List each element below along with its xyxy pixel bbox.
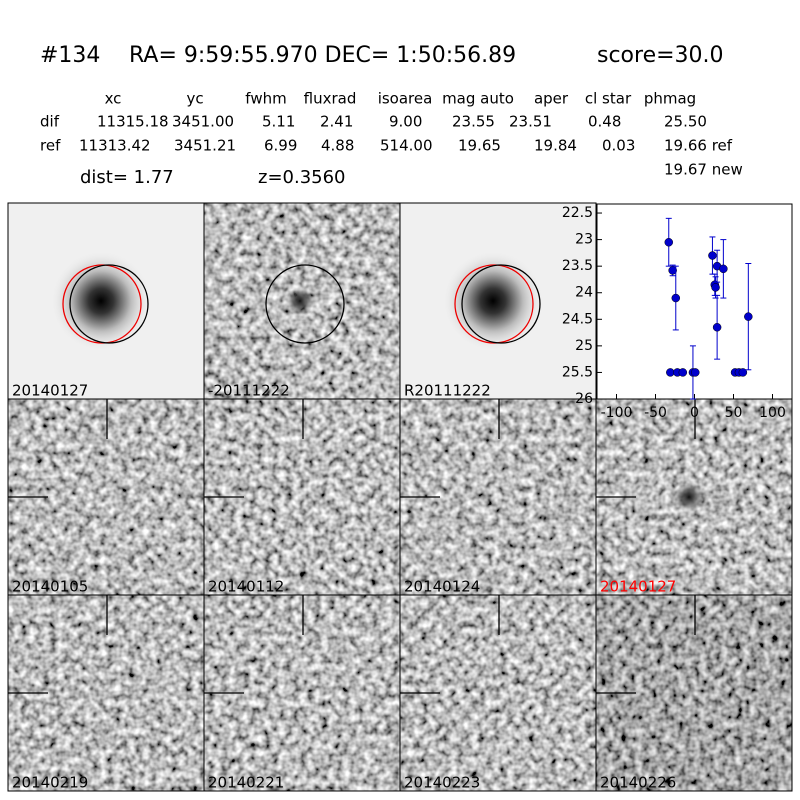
panel-label: 20140226 <box>600 774 676 792</box>
redshift: z=0.3560 <box>258 167 346 188</box>
column-header: yc <box>186 90 203 108</box>
table-cell: 9.00 <box>389 113 422 131</box>
data-point <box>711 283 720 292</box>
panel-label: R20111222 <box>404 382 491 400</box>
table-cell: 3451.00 <box>172 113 234 131</box>
aperture <box>69 264 149 344</box>
image-panel: 20140124 <box>399 398 597 596</box>
y-tick-label: 25 <box>575 338 593 354</box>
panel-label: 20140105 <box>12 578 88 596</box>
table-cell: 3451.21 <box>174 137 236 155</box>
data-point <box>738 368 748 377</box>
table-cell: 0.03 <box>602 137 635 155</box>
y-tick-label: 24.5 <box>562 311 593 327</box>
x-tick-label: 50 <box>725 405 743 421</box>
source-blob <box>674 482 704 512</box>
image-panel: 20140112 <box>203 398 401 596</box>
table-cell: 514.00 <box>380 137 433 155</box>
source-blob <box>286 287 314 315</box>
y-tick-label: 23.5 <box>562 258 593 274</box>
score: score=30.0 <box>597 43 724 68</box>
x-tick-label: 0 <box>690 405 699 421</box>
column-header: fluxrad <box>304 90 357 108</box>
image-panel: 20140223 <box>399 594 597 792</box>
table-cell: 11313.42 <box>79 137 151 155</box>
data-point <box>668 266 677 275</box>
column-header: isoarea <box>378 90 433 108</box>
aperture <box>461 264 541 344</box>
dist: dist= 1.77 <box>80 167 174 188</box>
column-header: phmag <box>644 90 696 108</box>
source-blob <box>443 251 543 351</box>
data-point <box>708 251 717 260</box>
table-cell: 4.88 <box>321 137 354 155</box>
y-tick-label: 23 <box>575 232 593 248</box>
panel-label: 20140127 <box>12 382 88 400</box>
image-panel: 20140219 <box>7 594 205 792</box>
plot-area <box>596 203 793 400</box>
table-cell: 23.55 <box>452 113 495 131</box>
table-cell: 19.65 <box>458 137 501 155</box>
column-header: aper <box>534 90 569 108</box>
panel-label: 20140127 <box>600 578 676 596</box>
data-point <box>671 293 681 303</box>
table-cell: 11315.18 <box>97 113 169 131</box>
table-cell: 19.66 ref <box>664 137 733 155</box>
data-point <box>744 312 753 321</box>
source-blob <box>51 251 151 351</box>
panel-frame <box>595 594 793 792</box>
x-tick-label: -50 <box>644 405 667 421</box>
table-cell: 6.99 <box>264 137 297 155</box>
y-tick-label: 22.5 <box>562 205 593 221</box>
x-tick-label: -100 <box>601 405 633 421</box>
x-tick-label: 100 <box>759 405 786 421</box>
table-cell: 2.41 <box>320 113 353 131</box>
table-cell: 19.84 <box>534 137 577 155</box>
data-point <box>712 323 722 332</box>
column-header: fwhm <box>245 90 286 108</box>
column-header: mag auto <box>442 90 514 108</box>
phmag-new: 19.67 new <box>664 161 743 179</box>
panel-label: 20140112 <box>208 578 284 596</box>
column-header: xc <box>105 90 122 108</box>
table-cell: 23.51 <box>509 113 552 131</box>
table-cell: 25.50 <box>664 113 707 131</box>
image-panel: 20140127 <box>7 202 205 400</box>
panel-label: 20140124 <box>404 578 480 596</box>
image-panel: 20140105 <box>7 398 205 596</box>
panel-label: 20140219 <box>12 774 88 792</box>
image-panel: 20140127 <box>595 398 793 596</box>
table-cell: 0.48 <box>588 113 621 131</box>
candidate-id: #134 <box>40 43 100 68</box>
panel-label: 20140221 <box>208 774 284 792</box>
data-point <box>719 264 728 274</box>
table-cell: 5.11 <box>262 113 295 131</box>
data-point <box>664 238 674 247</box>
y-tick-label: 24 <box>575 285 593 301</box>
panel-label: -20111222 <box>208 382 290 400</box>
aperture <box>265 264 345 344</box>
column-header: cl star <box>585 90 632 108</box>
image-panel: 20140226 <box>595 594 793 792</box>
panel-label: 20140223 <box>404 774 480 792</box>
image-panel: 20140221 <box>203 594 401 792</box>
table-cell: dif <box>40 113 60 131</box>
y-tick-label: 26 <box>575 391 593 407</box>
table-cell: ref <box>40 137 61 155</box>
data-point <box>691 368 700 377</box>
data-point <box>678 368 688 377</box>
y-tick-label: 25.5 <box>562 364 593 380</box>
image-panel: -20111222 <box>203 202 401 400</box>
coordinates: RA= 9:59:55.970 DEC= 1:50:56.89 <box>129 43 516 68</box>
